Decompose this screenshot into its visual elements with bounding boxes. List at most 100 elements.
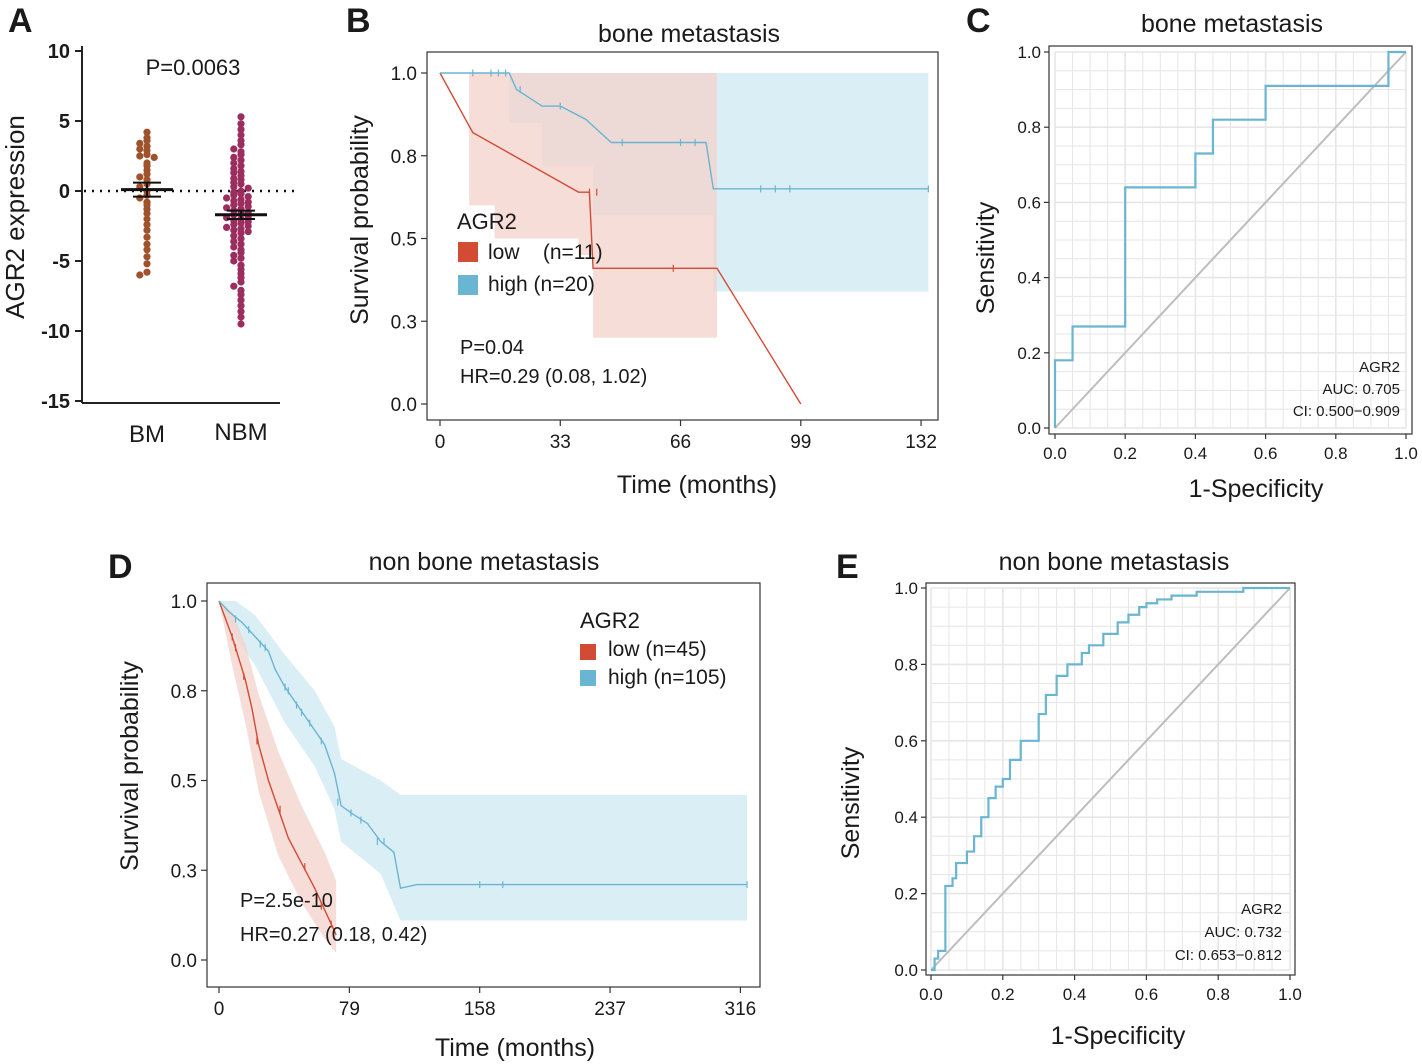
- panel-a-dot-bm: [143, 246, 151, 254]
- panel-e-xtick-label: 0.2: [991, 985, 1015, 1004]
- panel-c-xlabel: 1-Specificity: [1189, 475, 1324, 503]
- panel-d-legend-low: low (n=45): [608, 638, 707, 661]
- panel-a-pvalue: P=0.0063: [146, 55, 241, 80]
- panel-b-ytick-label: 1.0: [391, 64, 417, 85]
- panel-a-dot-nbm: [230, 282, 238, 290]
- panel-a-dot-nbm: [230, 183, 238, 191]
- panel-e-ytick-label: 0.0: [894, 961, 918, 980]
- panel-e-xlabel: 1-Specificity: [1051, 1022, 1186, 1050]
- panel-e-label: AGR2: [1241, 901, 1282, 918]
- panel-d-ytick-label: 0.8: [171, 682, 197, 703]
- panel-c-ytick-label: 1.0: [1017, 43, 1041, 62]
- panel-a-dot-nbm: [237, 200, 245, 208]
- panel-e-ytick-label: 1.0: [894, 579, 918, 598]
- panel-c-xtick-label: 0.8: [1324, 444, 1348, 463]
- panel-a-dot-bm: [143, 240, 151, 248]
- panel-e-ci: CI: 0.653−0.812: [1175, 947, 1282, 964]
- panel-b-hr: HR=0.29 (0.08, 1.02): [460, 366, 647, 388]
- panel-e-curves: [930, 586, 1291, 972]
- panel-b-legend-title: AGR2: [457, 209, 517, 234]
- panel-e-auc: AUC: 0.732: [1204, 924, 1282, 941]
- panel-a-dot-bm: [143, 137, 151, 145]
- panel-c-roc-plot: bone metastasis 0.0 0.2 0.4 0.6 0.8 1.0 0.0 0.2…: [972, 10, 1418, 503]
- panel-a-dot-bm: [136, 271, 144, 279]
- panel-a-dot-nbm: [244, 222, 252, 230]
- panel-a-dot-nbm: [244, 193, 252, 201]
- panel-b-xtick-label: 66: [670, 432, 691, 453]
- panel-letter-e: E: [836, 548, 859, 586]
- panel-a-dot-nbm: [237, 141, 245, 149]
- panel-a-ytick-label: -10: [41, 321, 70, 343]
- panel-d-xtick-label: 237: [594, 999, 626, 1020]
- panel-a-ytick-label: 0: [59, 181, 70, 203]
- panel-d-curves: [218, 600, 748, 936]
- panel-c-xtick-label: 0.6: [1254, 444, 1278, 463]
- panel-d-xtick-label: 0: [214, 999, 225, 1020]
- panel-b-km-plot: bone metastasis 0.0 0.3 0.5 0.8 1.0 0 33 66 99 13…: [346, 20, 939, 499]
- panel-a-ylabel: AGR2 expression: [0, 115, 30, 319]
- panel-e-xtick-label: 1.0: [1278, 985, 1302, 1004]
- panel-c-curves: [1053, 50, 1407, 429]
- panel-b-ytick-label: 0.5: [391, 230, 417, 251]
- panel-a-dot-nbm: [237, 190, 245, 198]
- panel-letter-b: B: [346, 2, 371, 40]
- panel-e-ylabel: Sensitivity: [837, 746, 865, 859]
- panel-letter-d: D: [108, 548, 133, 586]
- panel-d-km-plot: non bone metastasis 0.0 0.3 0.5 0.8 1.0 0 79 15…: [116, 548, 761, 1062]
- panel-a-group-bm: BM: [129, 421, 165, 448]
- panel-a-dot-nbm: [237, 125, 245, 133]
- panel-a-dot-nbm: [237, 296, 245, 304]
- panel-a-dot-bm: [143, 128, 151, 136]
- panel-a-dot-nbm: [237, 313, 245, 321]
- panel-c-xtick-label: 0.4: [1184, 444, 1208, 463]
- panel-a-dot-bm: [136, 145, 144, 153]
- panel-a-dot-nbm: [237, 162, 245, 170]
- panel-d-xlabel: Time (months): [435, 1034, 595, 1062]
- panel-b-legend-high: high (n=20): [488, 273, 595, 296]
- panel-a-ytick-label: 5: [59, 111, 70, 133]
- panel-e-xtick-label: 0.6: [1135, 985, 1159, 1004]
- panel-a-dot-nbm: [230, 237, 238, 245]
- panel-d-xtick-label: 316: [725, 999, 757, 1020]
- panel-a-dot-bm: [136, 139, 144, 147]
- panel-a-dots: [121, 113, 267, 328]
- panel-b-curve-high: [440, 72, 929, 190]
- panel-a-dot-nbm: [237, 235, 245, 243]
- panel-a-dot-nbm: [223, 223, 231, 231]
- panel-a-dot-bm: [143, 215, 151, 223]
- panel-letter-a: A: [8, 2, 33, 40]
- panel-d-ytick-label: 0.5: [171, 772, 197, 793]
- panel-a-dot-nbm: [230, 251, 238, 259]
- panel-d-frame: [206, 582, 761, 988]
- panel-a-dot-bm: [143, 260, 151, 268]
- panel-a-dot-nbm: [237, 291, 245, 299]
- panel-a-ytick-label: -15: [41, 391, 70, 413]
- panel-d-band-low: [219, 601, 337, 953]
- panel-a-dot-nbm: [237, 302, 245, 310]
- panel-letter-c: C: [966, 2, 991, 40]
- panel-a-dot-nbm: [237, 156, 245, 164]
- panel-a-dot-nbm: [237, 254, 245, 262]
- panel-a-dot-bm: [143, 268, 151, 276]
- panel-b-xlabel: Time (months): [617, 471, 777, 499]
- panel-a-dot-nbm: [230, 159, 238, 167]
- panel-b-confidence-bands: [440, 73, 929, 338]
- panel-c-diagonal: [1054, 51, 1407, 429]
- panel-a-dot-bm: [143, 221, 151, 229]
- panel-a-dot-nbm: [237, 229, 245, 237]
- panel-d-hr: HR=0.27 (0.18, 0.42): [240, 924, 427, 946]
- panel-a-dot-nbm: [237, 113, 245, 121]
- panel-d-legend-high: high (n=105): [608, 666, 727, 689]
- panel-d-curve-high: [218, 600, 747, 890]
- panel-a-dot-bm: [143, 226, 151, 234]
- panel-a-axes: 10 5 0 -5 -10 -15: [41, 41, 295, 413]
- panel-a-dot-nbm: [230, 257, 238, 265]
- panel-d-ytick-label: 1.0: [171, 592, 197, 613]
- panel-c-xtick-label: 0.2: [1113, 444, 1137, 463]
- panel-d-xtick-label: 79: [339, 999, 360, 1020]
- panel-b-axes: 0.0 0.3 0.5 0.8 1.0 0 33 66 99 132: [391, 51, 939, 453]
- panel-a-dot-nbm: [230, 221, 238, 229]
- panel-b-xtick-label: 33: [550, 432, 571, 453]
- panel-a-dot-nbm: [230, 201, 238, 209]
